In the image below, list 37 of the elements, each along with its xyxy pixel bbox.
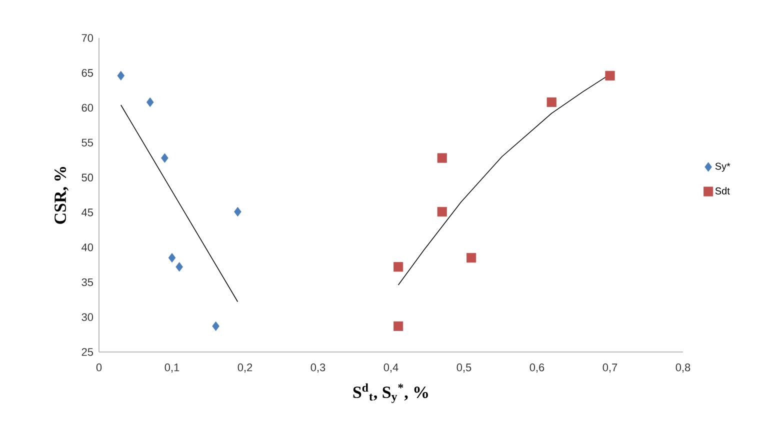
x-tick-label: 0,4	[384, 364, 398, 373]
point	[546, 97, 556, 107]
legend-label: Sdt	[715, 187, 730, 194]
point	[394, 262, 404, 272]
point	[437, 153, 447, 163]
y-tick-label: 35	[82, 278, 94, 286]
x-tick-label: 0,8	[676, 364, 690, 373]
x-tick-label: 0,2	[238, 364, 252, 373]
y-tick-label: 65	[82, 69, 94, 77]
point	[117, 70, 125, 80]
point	[437, 206, 447, 217]
x-tick-label: 0,1	[164, 364, 180, 373]
point	[394, 321, 404, 331]
y-tick-label: 40	[82, 243, 94, 252]
y-tick-label: 70	[82, 34, 94, 42]
point	[234, 206, 242, 217]
point	[466, 253, 476, 263]
point	[605, 70, 615, 80]
point	[146, 97, 154, 107]
y-tick-label: 30	[82, 313, 94, 321]
x-tick-label: 0,7	[602, 364, 618, 373]
y-axis-title: CSR, %	[54, 166, 68, 224]
x-tick-label: 0,5	[456, 364, 472, 373]
y-tick-label: 45	[82, 208, 94, 216]
point	[176, 262, 183, 272]
y-tick-label: 50	[82, 174, 94, 182]
y-tick-label: 60	[82, 104, 94, 112]
x-tick-label: 0,6	[530, 364, 544, 373]
x-tick-label: 0	[96, 364, 102, 372]
y-tick-label: 25	[82, 348, 94, 356]
point	[168, 253, 176, 263]
point	[212, 321, 220, 331]
legend-label: Sy*	[715, 162, 730, 172]
y-tick-label: 55	[82, 138, 94, 146]
x-tick-label: 0,3	[310, 364, 326, 373]
point	[161, 153, 168, 163]
x-axis-title: S$^{d}$$_{t}$, S$_{y}$$^{*}$, %	[353, 383, 428, 404]
